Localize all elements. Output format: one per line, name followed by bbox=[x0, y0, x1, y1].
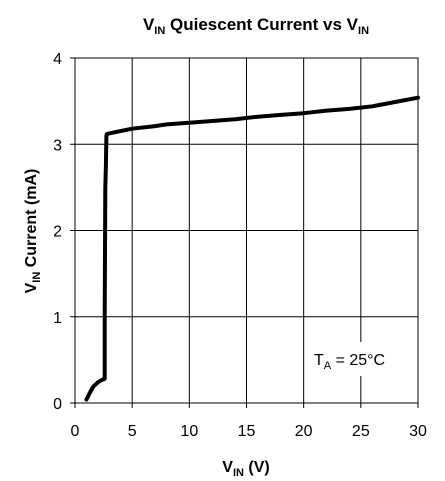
x-axis-label: VIN (V) bbox=[222, 459, 269, 479]
x-tick-label: 30 bbox=[409, 423, 427, 440]
annotation-box bbox=[309, 342, 417, 376]
x-tick-label: 25 bbox=[352, 423, 370, 440]
temperature-annotation: TA = 25°C bbox=[314, 352, 385, 372]
y-tick-label: 1 bbox=[53, 310, 62, 327]
y-axis-label: VIN Current (mA) bbox=[23, 169, 43, 294]
chart-title: VIN Quiescent Current vs VIN bbox=[143, 15, 369, 37]
x-tick-label: 20 bbox=[295, 423, 313, 440]
gridlines bbox=[75, 58, 418, 403]
y-tick-label: 2 bbox=[53, 224, 62, 241]
y-tick-label: 4 bbox=[53, 51, 62, 68]
plot-frame bbox=[74, 57, 419, 404]
x-tick-label: 0 bbox=[71, 423, 80, 440]
quiescent-current-line bbox=[84, 95, 420, 402]
y-tick-label: 3 bbox=[53, 137, 62, 154]
x-tick-label: 15 bbox=[238, 423, 256, 440]
x-tick-label: 10 bbox=[180, 423, 198, 440]
x-tick-label: 5 bbox=[128, 423, 137, 440]
axis-ticks: 0 5 10 15 20 25 30 0 1 2 3 4 bbox=[53, 51, 427, 440]
y-tick-label: 0 bbox=[53, 396, 62, 413]
